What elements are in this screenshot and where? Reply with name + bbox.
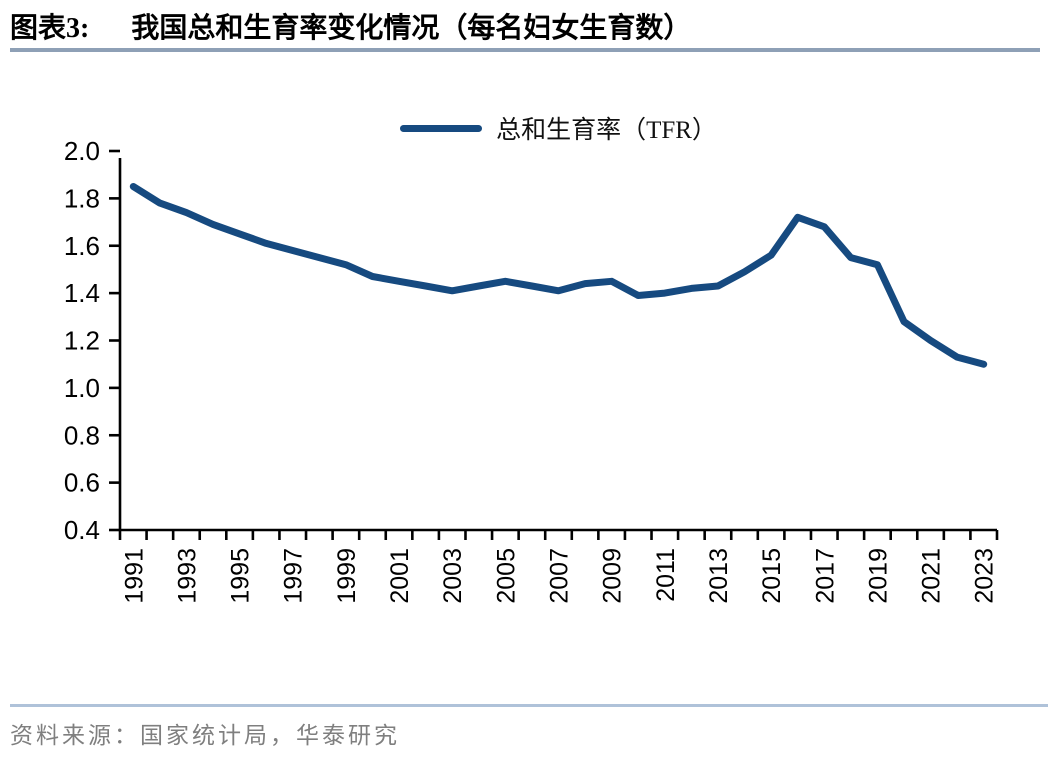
y-tick-label: 0.8 — [64, 420, 100, 450]
x-tick-label: 2019 — [864, 548, 892, 604]
x-tick-label: 2021 — [918, 548, 946, 604]
x-tick-label: 2011 — [652, 548, 680, 602]
y-tick-label: 1.6 — [64, 231, 100, 261]
figure-title-row: 图表3: 我国总和生育率变化情况（每名妇女生育数） — [10, 6, 1040, 46]
source-note: 资料来源：国家统计局，华泰研究 — [10, 723, 400, 748]
x-tick-label: 1999 — [333, 548, 361, 604]
x-tick-label: 2003 — [439, 548, 467, 604]
y-tick-label: 0.4 — [64, 515, 100, 545]
y-tick-label: 1.8 — [64, 183, 100, 213]
footer-divider — [10, 704, 1048, 707]
x-tick-label: 2001 — [386, 548, 414, 604]
title-divider — [10, 48, 1040, 52]
page-title: 我国总和生育率变化情况（每名妇女生育数） — [131, 13, 692, 44]
x-tick-label: 2009 — [599, 548, 627, 604]
tfr-line — [129, 183, 988, 368]
legend-label: 总和生育率（TFR） — [496, 117, 717, 144]
x-tick-label: 1991 — [120, 548, 148, 604]
x-tick-label: 2015 — [758, 548, 786, 604]
x-tick-label: 2023 — [971, 548, 999, 604]
x-tick-label: 1995 — [227, 548, 255, 604]
x-tick-label: 2007 — [546, 548, 574, 604]
y-tick-label: 1.4 — [64, 278, 100, 308]
x-tick-label: 1997 — [280, 548, 308, 604]
y-tick-label: 2.0 — [64, 136, 100, 166]
x-tick-label: 1993 — [173, 548, 201, 604]
y-tick-label: 0.6 — [64, 468, 100, 498]
chart-legend: 总和生育率（TFR） — [120, 110, 997, 146]
x-tick-label: 2005 — [492, 548, 520, 604]
x-tick-label: 2013 — [705, 548, 733, 604]
y-tick-label: 1.2 — [64, 326, 100, 356]
figure-label: 图表3: — [10, 13, 90, 44]
fertility-chart: 0.4 0.6 0.8 1.0 1.2 1.4 1.6 1.8 2.0 1991 1993 1995 1… — [64, 136, 999, 604]
y-tick-label: 1.0 — [64, 373, 100, 403]
legend-line-swatch — [400, 124, 483, 132]
x-tick-label: 2017 — [811, 548, 839, 604]
axis-lines — [118, 158, 997, 532]
chart-area: 0.4 0.6 0.8 1.0 1.2 1.4 1.6 1.8 2.0 1991 1993 1995 1… — [64, 136, 999, 604]
